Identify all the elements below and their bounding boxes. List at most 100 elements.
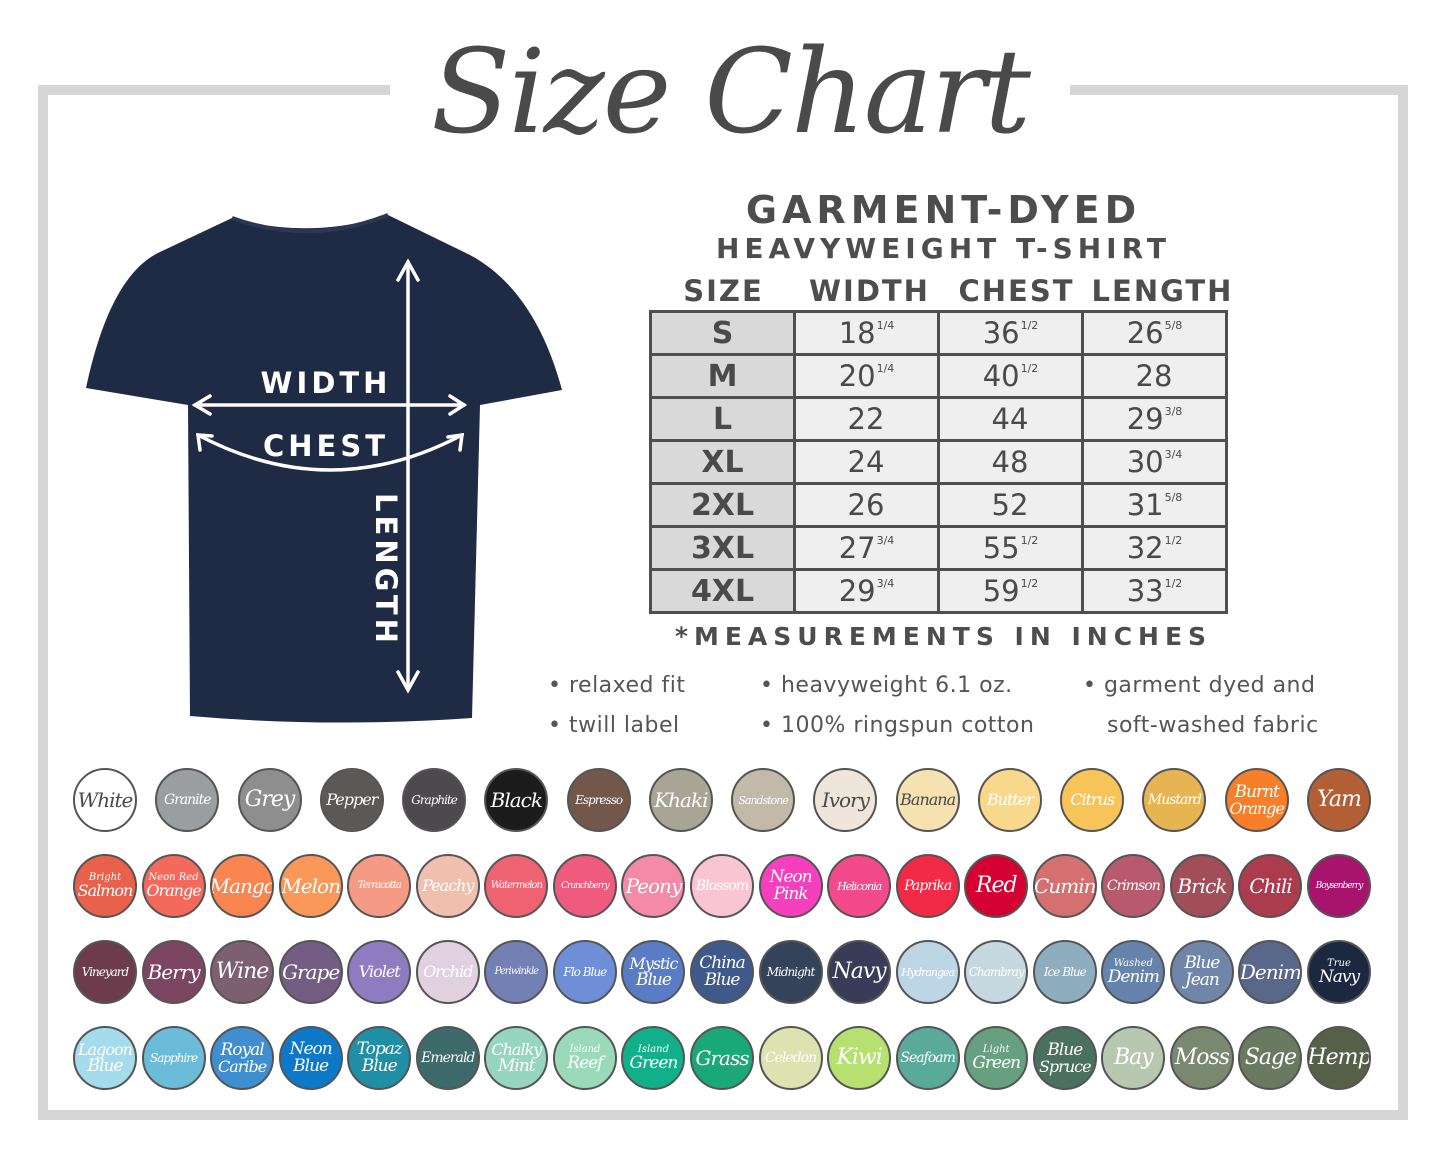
- color-swatch[interactable]: Hemp: [1307, 1026, 1371, 1090]
- color-swatch[interactable]: Paprika: [895, 854, 960, 918]
- color-swatch[interactable]: Brick: [1169, 854, 1234, 918]
- color-swatch[interactable]: Banana: [895, 768, 960, 832]
- color-swatch[interactable]: Crimson: [1101, 854, 1166, 918]
- color-swatch[interactable]: Chambray: [964, 940, 1029, 1004]
- color-swatch[interactable]: Neon Pink: [758, 854, 823, 918]
- swatch-label: Ice Blue: [1043, 965, 1087, 979]
- color-swatch[interactable]: Neon Red Orange: [141, 854, 206, 918]
- length-cell: 303/4: [1081, 439, 1228, 485]
- color-swatch[interactable]: Crunchberry: [552, 854, 617, 918]
- color-swatch[interactable]: Blue Spruce: [1032, 1026, 1097, 1090]
- color-swatch[interactable]: Red: [964, 854, 1029, 918]
- color-swatch[interactable]: Bright Salmon: [73, 854, 137, 918]
- color-swatch[interactable]: Pepper: [319, 768, 384, 832]
- color-swatch[interactable]: Mango: [210, 854, 275, 918]
- swatch-label: Crunchberry: [561, 880, 609, 891]
- color-swatch[interactable]: White: [73, 768, 137, 832]
- swatch-label: Brick: [1177, 874, 1227, 898]
- color-swatch[interactable]: Celedon: [758, 1026, 823, 1090]
- color-swatch[interactable]: Seafoam: [895, 1026, 960, 1090]
- length-arrow-top-head: [396, 258, 420, 282]
- color-swatch[interactable]: Peachy: [415, 854, 480, 918]
- color-swatch[interactable]: Periwinkle: [484, 940, 549, 1004]
- color-swatch[interactable]: Wine: [210, 940, 275, 1004]
- swatch-label: Spruce: [1038, 1056, 1092, 1076]
- color-swatch[interactable]: Butter: [977, 768, 1042, 832]
- width-value: 26: [847, 488, 885, 522]
- length-value: 31: [1126, 488, 1164, 522]
- color-swatch[interactable]: Hydrangea: [895, 940, 960, 1004]
- color-swatch[interactable]: Chalky Mint: [484, 1026, 549, 1090]
- color-swatch[interactable]: Island Green: [621, 1026, 686, 1090]
- color-swatch[interactable]: Emerald: [415, 1026, 480, 1090]
- color-swatch[interactable]: Ice Blue: [1032, 940, 1097, 1004]
- color-swatch[interactable]: Moss: [1169, 1026, 1234, 1090]
- color-swatch[interactable]: Granite: [155, 768, 220, 832]
- swatch-label: Vineyard: [81, 965, 129, 979]
- color-swatch[interactable]: Kiwi: [827, 1026, 892, 1090]
- feature-soft-washed: soft-washed fabric: [1107, 713, 1319, 738]
- size-cell: 4XL: [649, 568, 796, 614]
- color-swatch[interactable]: Yam: [1307, 768, 1371, 832]
- chest-arrow-left-head: [195, 433, 214, 452]
- color-swatch[interactable]: Mustard: [1142, 768, 1207, 832]
- width-value: 24: [847, 445, 885, 479]
- swatch-label: Blue: [635, 969, 672, 990]
- color-swatch[interactable]: Melon: [278, 854, 343, 918]
- color-swatch[interactable]: Grape: [278, 940, 343, 1004]
- color-swatch[interactable]: Chili: [1238, 854, 1303, 918]
- swatch-label: Island: [637, 1043, 669, 1055]
- color-swatch[interactable]: China Blue: [690, 940, 754, 1004]
- color-swatch[interactable]: Lagoon Blue: [73, 1026, 137, 1090]
- swatch-label: Jean: [1184, 970, 1220, 990]
- color-swatch[interactable]: Khaki: [648, 768, 713, 832]
- color-swatch[interactable]: Blossom: [690, 854, 754, 918]
- color-swatch[interactable]: Washed Denim: [1101, 940, 1166, 1004]
- color-swatch[interactable]: Black: [484, 768, 549, 832]
- color-swatch[interactable]: Cumin: [1032, 854, 1097, 918]
- table-row: L 22 44 293/8: [649, 396, 1228, 442]
- color-swatch[interactable]: Denim: [1238, 940, 1303, 1004]
- color-swatch[interactable]: Flo Blue: [552, 940, 617, 1004]
- color-swatch[interactable]: Mystic Blue: [621, 940, 686, 1004]
- color-swatch[interactable]: Citrus: [1060, 768, 1125, 832]
- color-swatch[interactable]: Sandstone: [731, 768, 796, 832]
- length-cell: 321/2: [1081, 525, 1228, 571]
- color-swatch[interactable]: Sapphire: [141, 1026, 206, 1090]
- color-swatch[interactable]: Ivory: [813, 768, 878, 832]
- color-swatch[interactable]: Navy: [827, 940, 892, 1004]
- color-swatch[interactable]: Terracotta: [347, 854, 412, 918]
- color-swatch[interactable]: Watermelon: [484, 854, 549, 918]
- color-swatch[interactable]: Espresso: [566, 768, 631, 832]
- color-swatch[interactable]: Sage: [1238, 1026, 1303, 1090]
- color-swatch[interactable]: Bay: [1101, 1026, 1166, 1090]
- length-value: 30: [1126, 445, 1164, 479]
- color-swatch[interactable]: Neon Blue: [278, 1026, 343, 1090]
- color-swatch[interactable]: True Navy: [1307, 940, 1371, 1004]
- color-swatch[interactable]: Orchid: [415, 940, 480, 1004]
- color-swatch[interactable]: Grey: [237, 768, 302, 832]
- color-swatch[interactable]: Violet: [347, 940, 412, 1004]
- color-swatch[interactable]: Grass: [690, 1026, 754, 1090]
- swatch-label: Topaz: [356, 1039, 403, 1059]
- swatch-label: Blossom: [695, 878, 749, 894]
- color-swatch[interactable]: Blue Jean: [1169, 940, 1234, 1004]
- color-swatch[interactable]: Burnt Orange: [1224, 768, 1289, 832]
- color-swatch[interactable]: Island Reef: [552, 1026, 617, 1090]
- color-swatch[interactable]: Peony: [621, 854, 686, 918]
- color-swatch[interactable]: Heliconia: [827, 854, 892, 918]
- color-swatch[interactable]: Light Green: [964, 1026, 1029, 1090]
- swatch-label: Neon: [769, 867, 812, 887]
- chest-fraction: 1/2: [1020, 577, 1039, 590]
- chest-value: 55: [982, 531, 1020, 565]
- color-swatch[interactable]: Topaz Blue: [347, 1026, 412, 1090]
- color-swatch[interactable]: Boysenberry: [1307, 854, 1371, 918]
- swatch-label: Watermelon: [490, 880, 543, 891]
- swatch-label: Salmon: [77, 881, 134, 900]
- color-swatch[interactable]: Midnight: [758, 940, 823, 1004]
- color-swatch[interactable]: Berry: [141, 940, 206, 1004]
- color-swatch[interactable]: Royal Caribe: [210, 1026, 275, 1090]
- color-swatch[interactable]: Vineyard: [73, 940, 137, 1004]
- color-swatch[interactable]: Graphite: [402, 768, 467, 832]
- chest-fraction: 1/2: [1020, 534, 1039, 547]
